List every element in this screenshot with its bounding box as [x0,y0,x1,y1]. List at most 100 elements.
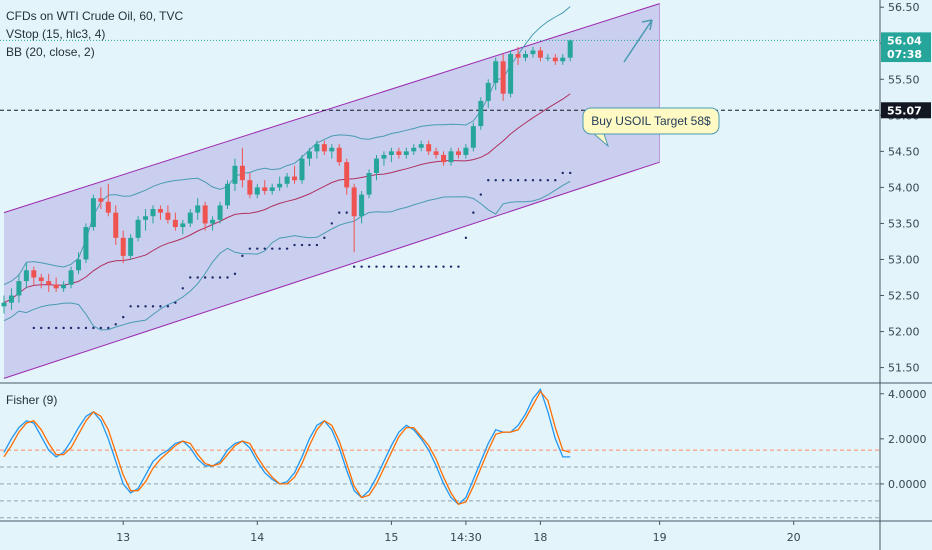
candle-body [247,180,253,195]
vstop-dot [360,265,363,268]
time-tick-label: 13 [116,531,130,544]
vstop-dot [390,265,393,268]
vstop-dot [285,247,289,250]
vstop-dot [136,305,140,308]
vstop-dot [166,305,170,308]
vstop-dot [32,326,35,330]
candle-body [284,176,290,184]
vstop-dot [174,301,177,304]
chart-title: CFDs on WTI Crude Oil, 60, TVC [6,9,184,23]
vstop-dot [487,178,490,182]
candle-body [388,151,394,155]
candle-body [545,57,551,59]
price-tick-label: 54.00 [888,181,920,194]
vstop-dot [375,265,378,268]
vstop-dot [144,305,147,308]
vstop-dot [151,305,155,308]
fisher-line [3,387,571,506]
candle-body [150,209,156,217]
vstop-dot [449,265,453,268]
vstop-dot [278,247,281,250]
vstop-dot [494,178,497,182]
vstop-dot [405,265,408,268]
candle-body [98,198,104,202]
candle-body [523,54,528,58]
time-tick-label: 20 [787,531,801,544]
candle-body [23,270,29,282]
candle-body [262,187,268,191]
price-badge [881,102,931,119]
vstop-dot [300,243,304,247]
vstop-dot [54,326,58,330]
candle-body [61,284,67,289]
fisher-pane [0,387,880,519]
price-tick-label: 52.00 [888,326,920,339]
vstop-dot [308,243,311,247]
vstop-dot [189,276,192,279]
price-tick-label: 56.50 [888,1,920,14]
vstop-dot [345,211,348,214]
time-tick-label: 15 [384,531,398,544]
candle-body [299,158,305,181]
price-badge [881,32,931,49]
vstop-dot [248,247,252,250]
candle-body [180,223,186,228]
candle-body [232,165,238,184]
price-badge-label: 56.04 [887,34,922,47]
candle-body [239,165,245,181]
vstop-dot [159,305,162,308]
candle-body [381,154,387,159]
vstop-dot [256,247,259,250]
price-tick-label: 52.50 [888,290,920,303]
vstop-dot [338,211,341,214]
price-tick-label: 53.00 [888,253,920,266]
vstop-dot [226,276,229,279]
callout-text: Buy USOIL Target 58$ [591,114,711,128]
price-tick-label: 51.50 [888,362,920,375]
candle-body [552,57,558,62]
candle-body [441,154,447,163]
fisher-tick-label: 4.0000 [888,388,927,401]
candle-body [210,219,216,224]
vstop-dot [196,276,199,279]
candle-body [359,194,365,217]
candle-body [120,237,126,256]
vstop-dot [524,178,527,182]
candle-body [418,144,424,148]
candle-body [426,144,432,152]
candle-body [105,201,111,213]
candle-body [8,295,14,303]
vstop-dot [293,243,296,247]
vstop-dots [32,171,572,330]
vstop-dot [382,265,386,268]
price-badge-label: 07:38 [887,48,922,61]
vstop-dot [77,326,80,330]
buy-callout: Buy USOIL Target 58$ [582,107,720,148]
vstop-dot [69,326,73,330]
bb-lower-band [3,180,571,331]
candle-body [165,212,171,220]
candle-body [500,61,506,94]
vstop-dot [99,326,103,330]
time-tick-label: 14 [250,531,264,544]
vstop-dot [412,265,415,268]
vstop-dot [92,326,95,330]
candle-body [344,162,350,188]
bb-basis [3,93,571,304]
vstop-dot [464,236,468,240]
candle-body [306,151,312,159]
vstop-dot [420,265,423,268]
fisher-tick-label: 2.0000 [888,433,927,446]
vstop-dot [561,171,564,175]
candle-body [16,281,22,296]
candle-body [128,237,134,256]
candle-body [515,54,521,58]
vstop-dot [531,178,535,182]
vstop-dot [233,272,237,276]
vstop-dot [84,326,88,330]
vstop-dot [397,265,401,268]
candle-body [31,270,37,278]
candle-body [217,205,223,220]
